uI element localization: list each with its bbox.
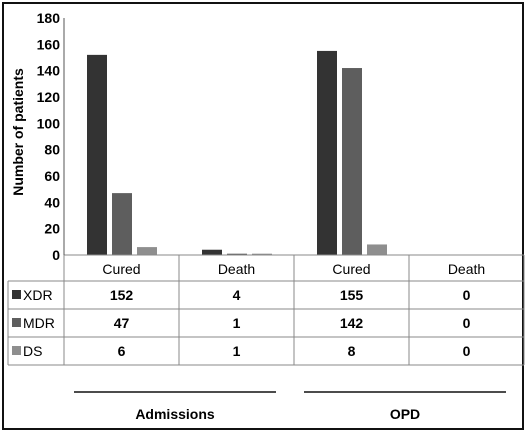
bar-mdr <box>112 193 132 255</box>
y-tick-label: 100 <box>37 115 61 131</box>
bar-xdr <box>87 54 107 255</box>
bar-mdr <box>227 253 247 255</box>
legend-label-ds: DS <box>23 343 42 359</box>
y-tick-label: 160 <box>37 36 61 52</box>
data-label: 4 <box>233 287 241 303</box>
y-tick-label: 120 <box>37 89 61 105</box>
y-tick-label: 140 <box>37 63 61 79</box>
y-axis-label: Number of patients <box>10 68 26 196</box>
legend-label-xdr: XDR <box>23 287 53 303</box>
category-label: Death <box>448 261 485 277</box>
category-label: Cured <box>332 261 370 277</box>
y-tick-label: 0 <box>52 247 60 263</box>
data-label: 1 <box>233 315 241 331</box>
y-tick-label: 60 <box>44 168 60 184</box>
legend-swatch-xdr <box>12 290 21 299</box>
data-label: 0 <box>463 343 471 359</box>
bar-ds <box>252 253 272 255</box>
bar-mdr <box>342 68 362 256</box>
bar-ds <box>137 247 157 255</box>
y-tick-label: 180 <box>37 10 61 26</box>
data-label: 142 <box>340 315 364 331</box>
bar-xdr <box>317 50 337 255</box>
category-label: Death <box>218 261 255 277</box>
group-label: Admissions <box>135 406 215 422</box>
figure-frame <box>2 2 524 430</box>
legend-swatch-mdr <box>12 318 21 327</box>
bar-xdr <box>202 249 222 255</box>
y-tick-labels: 0 20 40 60 80 100 120 140 160 180 <box>37 10 61 263</box>
group-labels: Admissions OPD <box>74 391 506 422</box>
y-tick-label: 80 <box>44 142 60 158</box>
data-label: 1 <box>233 343 241 359</box>
data-label: 152 <box>110 287 134 303</box>
y-tick-label: 20 <box>44 221 60 237</box>
category-label: Cured <box>102 261 140 277</box>
data-label: 0 <box>463 287 471 303</box>
group-label: OPD <box>390 406 420 422</box>
data-label: 0 <box>463 315 471 331</box>
bar-ds <box>367 244 387 255</box>
data-label: 6 <box>118 343 126 359</box>
data-label: 8 <box>348 343 356 359</box>
bars <box>87 50 387 256</box>
legend-swatch-ds <box>12 346 21 355</box>
data-table: Cured Death Cured Death XDR 152 4 155 0 MDR 47 1 142… <box>7 254 525 366</box>
data-label: 155 <box>340 287 364 303</box>
data-label: 47 <box>114 315 130 331</box>
legend-label-mdr: MDR <box>23 315 55 331</box>
y-tick-label: 40 <box>44 194 60 210</box>
